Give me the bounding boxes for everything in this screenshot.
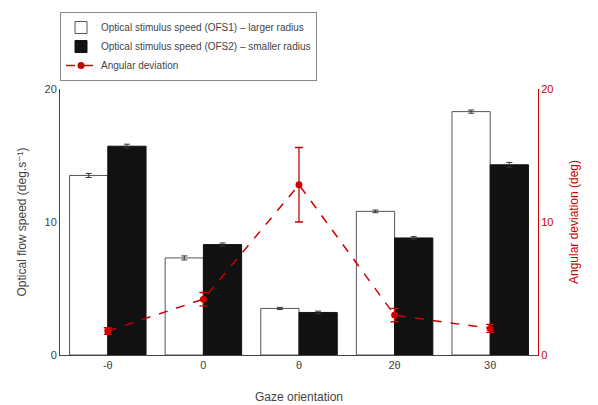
svg-text:θ: θ <box>296 359 302 371</box>
svg-text:Optical flow speed (deg.s⁻¹): Optical flow speed (deg.s⁻¹) <box>15 147 29 296</box>
svg-text:Angular deviation (deg): Angular deviation (deg) <box>567 160 581 284</box>
svg-text:0: 0 <box>541 349 547 361</box>
svg-text:-θ: -θ <box>103 359 113 371</box>
svg-text:20: 20 <box>541 83 553 95</box>
svg-text:10: 10 <box>45 216 57 228</box>
svg-text:Angular deviation: Angular deviation <box>101 60 178 71</box>
svg-text:Optical stimulus speed (OFS2): Optical stimulus speed (OFS2) – smaller … <box>101 41 311 52</box>
svg-text:3θ: 3θ <box>484 359 496 371</box>
svg-text:0: 0 <box>51 349 57 361</box>
svg-text:0: 0 <box>200 359 206 371</box>
svg-text:Gaze orientation: Gaze orientation <box>255 390 343 404</box>
svg-text:Optical stimulus speed (OFS1): Optical stimulus speed (OFS1) – larger r… <box>101 22 304 33</box>
svg-text:20: 20 <box>45 83 57 95</box>
svg-text:10: 10 <box>541 216 553 228</box>
svg-text:2θ: 2θ <box>388 359 400 371</box>
